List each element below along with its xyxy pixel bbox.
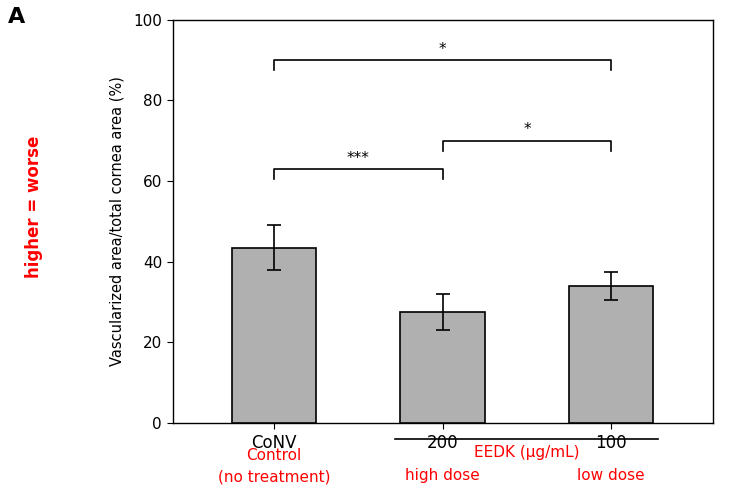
Text: higher = worse: higher = worse [25, 135, 43, 278]
Text: low dose: low dose [578, 468, 645, 483]
Text: high dose: high dose [405, 468, 480, 483]
Text: ***: *** [346, 151, 370, 166]
Text: *: * [439, 42, 446, 57]
Bar [232, 247, 316, 423]
Bar [400, 312, 484, 423]
Text: A: A [8, 7, 25, 28]
Bar [569, 286, 653, 423]
Text: Control: Control [246, 448, 302, 462]
Text: EEDK (μg/mL): EEDK (μg/mL) [474, 445, 580, 460]
Y-axis label: Vascularized area/total cornea area (%): Vascularized area/total cornea area (%) [110, 76, 125, 367]
Text: (no treatment): (no treatment) [217, 470, 330, 485]
Text: *: * [523, 123, 531, 137]
